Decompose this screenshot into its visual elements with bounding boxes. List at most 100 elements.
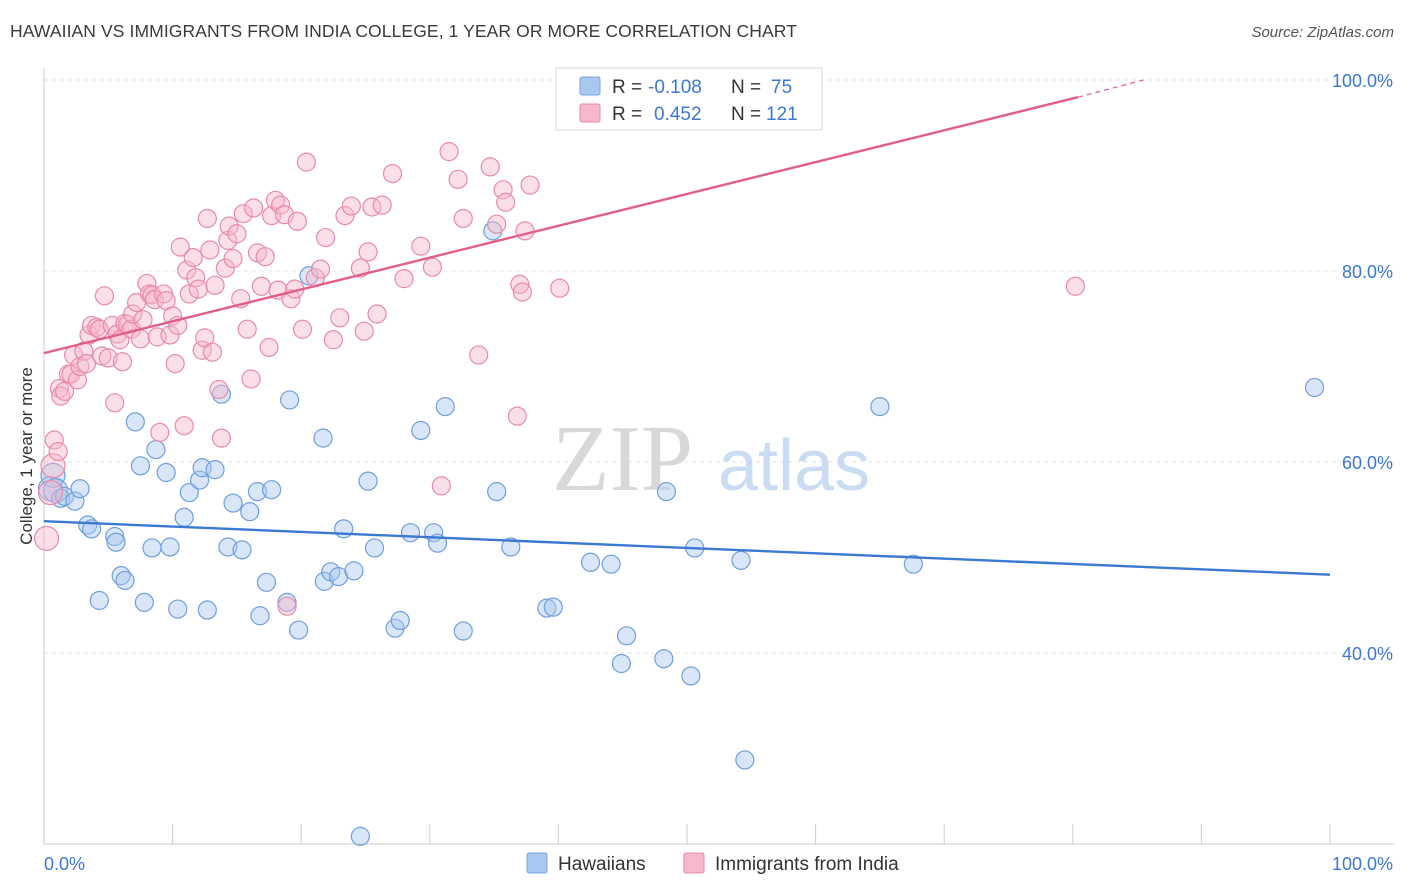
data-point <box>190 470 210 490</box>
data-point <box>390 610 410 631</box>
data-point <box>76 354 97 374</box>
data-point <box>244 198 264 218</box>
data-point <box>89 590 109 611</box>
data-point <box>364 538 385 558</box>
data-point <box>271 195 291 215</box>
data-point <box>44 430 64 450</box>
data-point <box>37 479 64 506</box>
data-point <box>98 348 118 368</box>
data-point <box>259 337 279 357</box>
data-point <box>160 325 180 345</box>
data-point <box>354 321 374 341</box>
data-point <box>202 342 223 362</box>
data-point <box>601 554 621 574</box>
data-point <box>400 523 421 543</box>
data-point <box>146 439 166 460</box>
data-point <box>150 422 170 442</box>
data-point <box>537 598 557 618</box>
legend-bottom-swatch-hawaiians <box>526 852 548 874</box>
data-point <box>870 397 890 417</box>
data-point <box>735 750 755 770</box>
data-point <box>188 279 208 299</box>
data-point <box>344 561 364 581</box>
data-point <box>209 379 229 400</box>
data-point <box>731 550 751 570</box>
data-point <box>367 304 387 324</box>
data-point <box>382 163 403 184</box>
legend-n-value-0: 75 <box>771 77 792 98</box>
series-india-points <box>33 142 1085 616</box>
data-point <box>512 282 532 302</box>
legend-swatch-india <box>579 103 601 123</box>
data-point <box>255 247 275 267</box>
y-tick-label: 60.0% <box>1342 453 1393 473</box>
data-point <box>174 416 194 436</box>
data-point <box>334 519 354 539</box>
legend-bottom-label-hawaiians: Hawaiians <box>558 854 646 875</box>
data-point <box>510 274 530 294</box>
data-point <box>358 471 378 491</box>
data-point <box>65 491 85 511</box>
data-point <box>250 606 270 626</box>
data-point <box>205 275 225 295</box>
legend-r-label-0: R = <box>612 77 642 98</box>
data-point <box>358 242 378 262</box>
data-point <box>251 276 271 296</box>
data-point <box>115 570 135 591</box>
axes <box>43 68 1394 845</box>
data-point <box>656 482 677 502</box>
data-point <box>543 597 563 617</box>
data-point <box>292 319 313 339</box>
data-point <box>493 180 513 200</box>
trend-line <box>43 96 1079 355</box>
data-point <box>654 649 674 669</box>
data-point <box>580 552 601 572</box>
legend-r-label-1: R = <box>612 104 642 125</box>
data-point <box>507 406 527 426</box>
data-point <box>372 195 392 215</box>
data-point <box>287 211 307 231</box>
data-point <box>515 221 535 241</box>
trend-line <box>43 520 1331 576</box>
series-legend: Hawaiians Immigrants from India <box>526 852 899 875</box>
data-point <box>112 352 133 372</box>
data-point <box>105 393 125 413</box>
data-point <box>256 572 277 592</box>
data-point <box>1065 276 1085 296</box>
data-point <box>70 479 90 499</box>
data-point <box>411 236 431 256</box>
data-point <box>130 329 151 349</box>
data-point <box>310 259 331 279</box>
data-point <box>197 208 217 229</box>
data-point <box>142 538 162 558</box>
y-tick-label: 100.0% <box>1332 71 1393 91</box>
legend-r-value-0: -0.108 <box>648 77 702 98</box>
data-point <box>313 428 333 448</box>
data-point <box>277 596 297 616</box>
data-point <box>330 308 350 328</box>
data-point <box>106 532 126 552</box>
y-tick-label: 40.0% <box>1342 644 1393 664</box>
data-point <box>903 554 923 574</box>
data-point <box>469 345 489 365</box>
data-point <box>125 412 145 432</box>
data-point <box>219 216 239 236</box>
data-point <box>33 525 60 552</box>
data-point <box>341 196 361 216</box>
data-point <box>453 208 473 229</box>
data-point <box>218 537 238 557</box>
data-point <box>211 428 232 448</box>
data-point <box>197 600 217 620</box>
legend-swatch-hawaiians <box>579 76 601 96</box>
data-point <box>179 482 199 503</box>
data-point <box>496 192 516 212</box>
data-point <box>130 456 151 476</box>
series-hawaiians-points <box>37 221 1325 846</box>
legend-n-label-1: N = <box>731 104 761 125</box>
data-point <box>123 304 143 324</box>
data-point <box>453 621 473 641</box>
data-point <box>323 330 343 350</box>
data-point <box>262 480 282 500</box>
data-point <box>40 453 66 479</box>
